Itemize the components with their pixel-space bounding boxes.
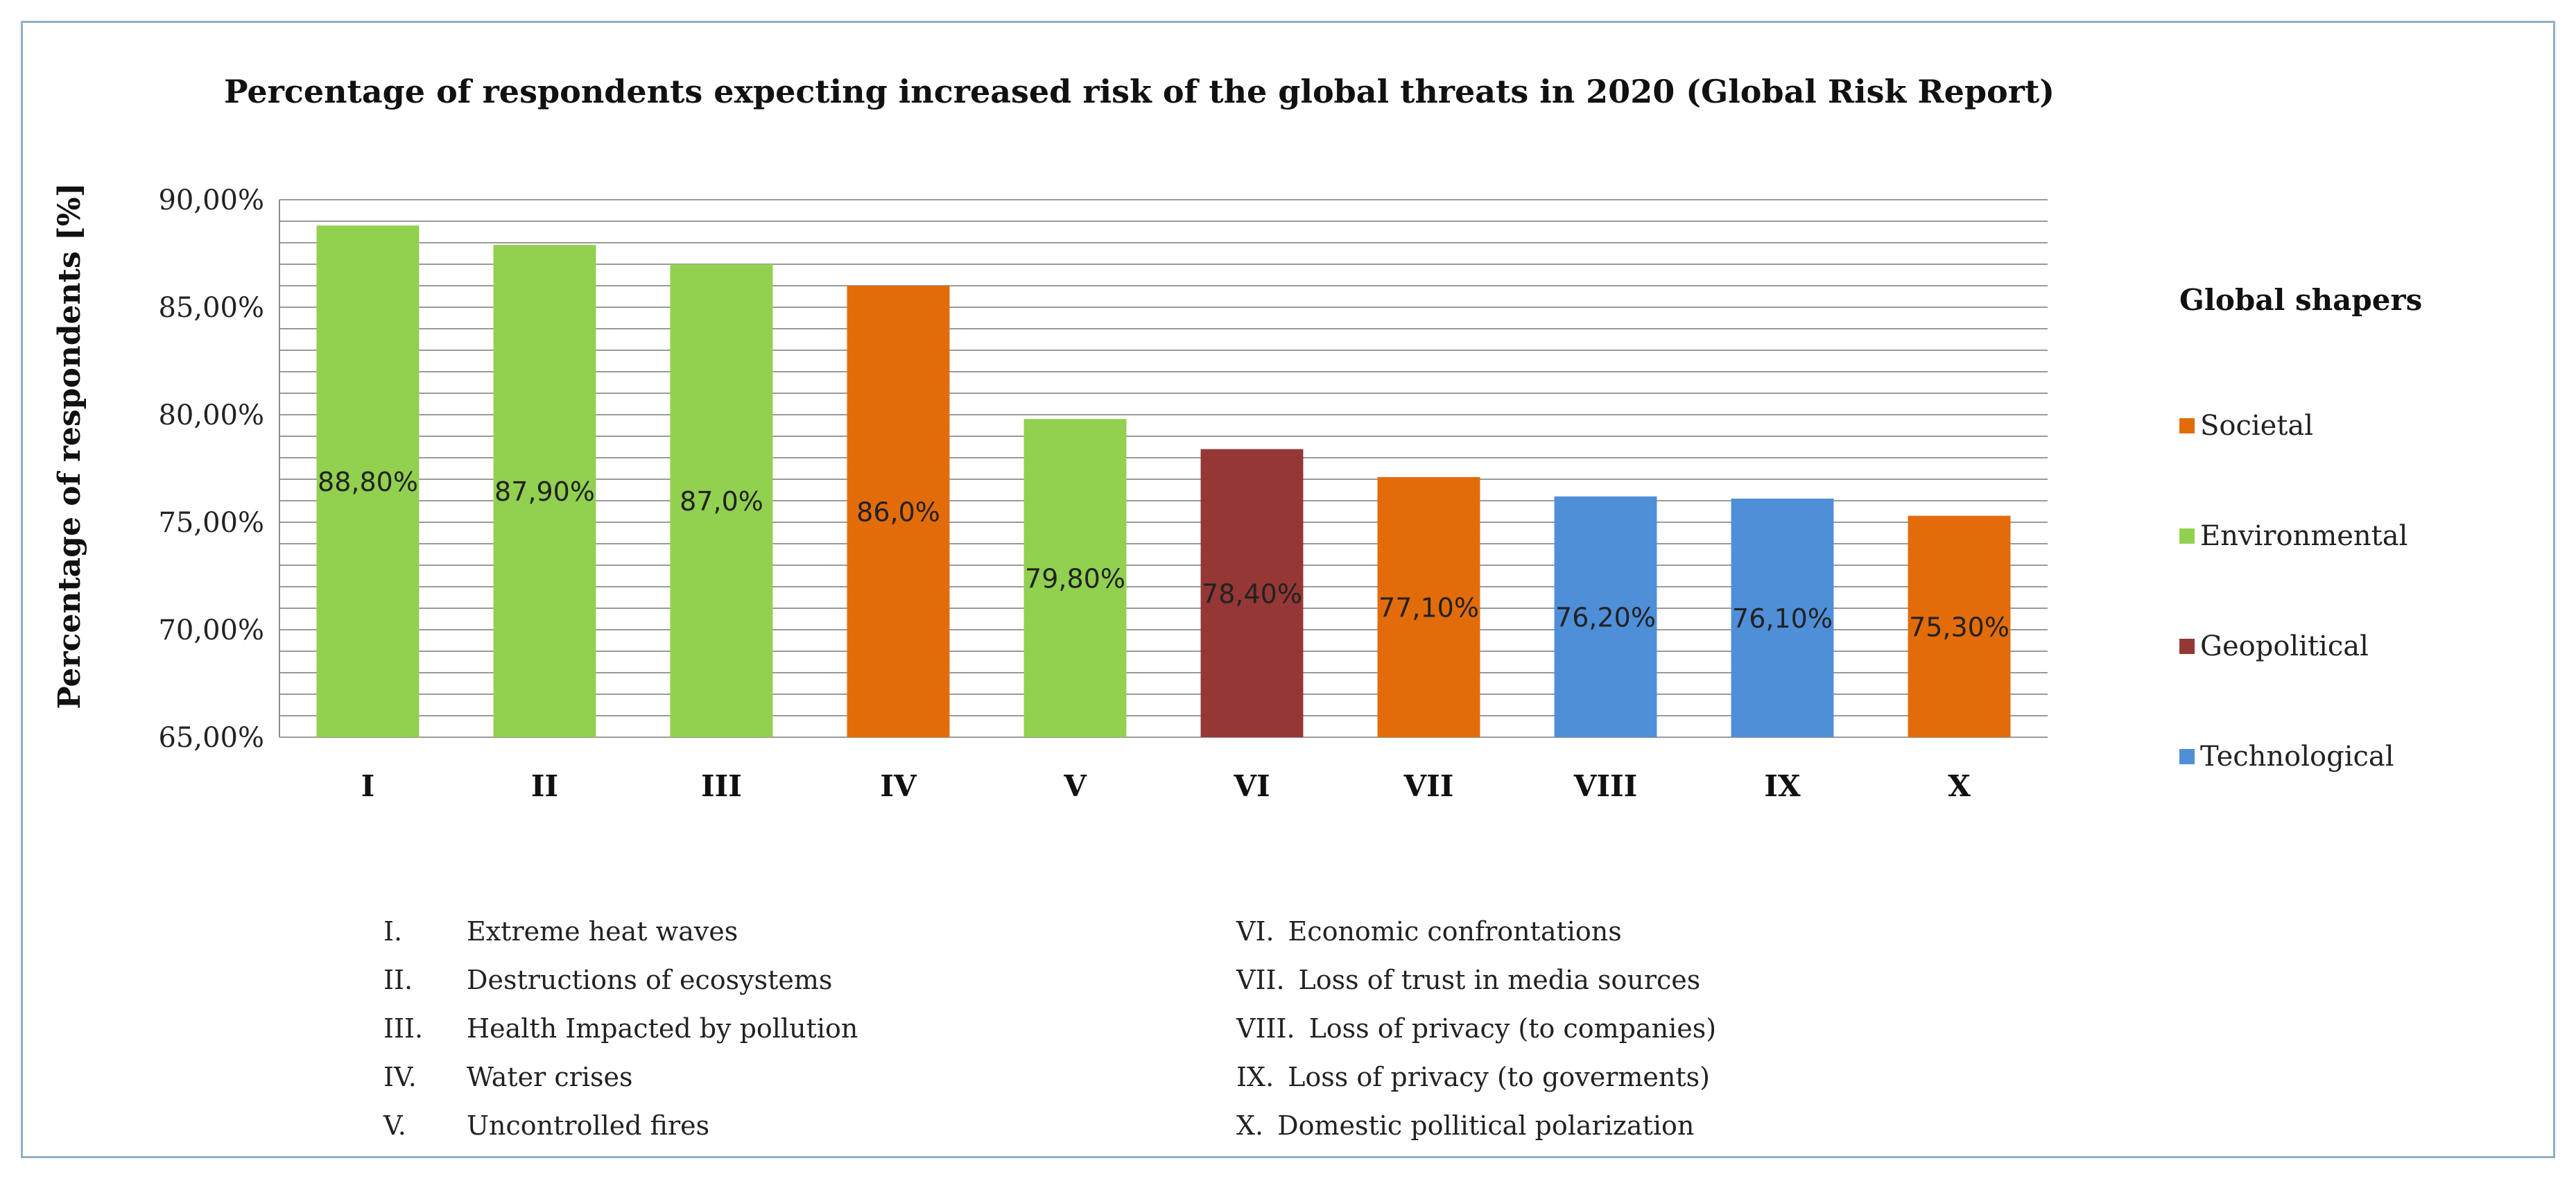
category-key-label: Loss of privacy (to companies)	[1308, 1013, 1717, 1044]
category-key-number: III.	[383, 1013, 424, 1044]
legend-items: Societal Environmental Geopolitical Technol…	[2179, 410, 2540, 773]
bar-IV	[847, 286, 950, 737]
data-label: 88,80%	[318, 467, 418, 497]
y-tick-label: 70,00%	[158, 614, 264, 646]
bar-VIII	[1554, 496, 1657, 737]
category-key-label: Economic confrontations	[1288, 916, 1622, 947]
category-key-item: IV. Water crises	[383, 1053, 1146, 1101]
legend: Global shapers Societal Environmental Geop…	[2179, 283, 2540, 773]
category-key-number: I.	[383, 916, 403, 947]
legend-item-technological: Technological	[2179, 741, 2540, 773]
category-key-label: Water crises	[467, 1062, 633, 1092]
chart-frame: Percentage of respondents expecting incr…	[21, 21, 2555, 1158]
data-label: 76,20%	[1555, 602, 1656, 632]
legend-item-societal: Societal	[2179, 410, 2540, 442]
category-key-number: VIII.	[1236, 1013, 1295, 1044]
bar-chart: Percentage of respondents expecting incr…	[52, 73, 2055, 803]
x-tick-label: VIII	[1573, 769, 1638, 803]
y-tick-label: 75,00%	[158, 507, 264, 539]
y-tick-label: 85,00%	[158, 292, 264, 324]
category-key-number: VII.	[1236, 965, 1285, 995]
legend-label: Societal	[2200, 410, 2314, 442]
bar-III	[670, 264, 773, 737]
category-key-item: VII. Loss of trust in media sources	[1236, 956, 1999, 1004]
category-key-item: III. Health Impacted by pollution	[383, 1004, 1146, 1053]
category-key-number: IX.	[1236, 1062, 1274, 1092]
category-key-label: Loss of privacy (to goverments)	[1288, 1062, 1710, 1092]
legend-swatch	[2179, 639, 2195, 654]
bar-IX	[1731, 498, 1834, 737]
x-tick-label: IV	[880, 769, 917, 803]
legend-title: Global shapers	[2179, 283, 2423, 317]
x-tick-label: III	[701, 769, 742, 803]
data-label: 79,80%	[1025, 564, 1125, 594]
category-key-item: X. Domestic pollitical polarization	[1236, 1101, 1999, 1150]
x-tick-label: VII	[1403, 769, 1454, 803]
category-key-item: VI. Economic confrontations	[1236, 907, 1999, 956]
category-key-number: V.	[383, 1110, 406, 1141]
x-tick-label: V	[1063, 769, 1087, 803]
bar-V	[1023, 419, 1127, 737]
x-tick-label: II	[531, 769, 558, 803]
data-label: 77,10%	[1378, 592, 1479, 623]
data-labels: 88,80% 87,90% 87,0% 86,0% 79,80% 78,40% 77,10%…	[318, 467, 2009, 642]
chart-title: Percentage of respondents expecting incr…	[224, 73, 2055, 110]
data-label: 76,10%	[1732, 603, 1833, 634]
category-key-label: Destructions of ecosystems	[467, 965, 833, 995]
data-label: 87,0%	[680, 486, 763, 517]
category-key-number: VI.	[1236, 916, 1274, 947]
legend-label: Technological	[2200, 741, 2394, 773]
category-key-label: Loss of trust in media sources	[1298, 965, 1701, 995]
data-label: 86,0%	[856, 497, 940, 528]
y-axis-ticks: 65,00% 70,00% 75,00% 80,00% 85,00% 90,00%	[158, 184, 264, 754]
legend-label: Environmental	[2200, 520, 2408, 552]
category-key-left-column: I. Extreme heat waves II. Destructions of e…	[383, 907, 1146, 1150]
bar-I	[316, 225, 420, 737]
legend-swatch	[2179, 749, 2195, 764]
bars	[316, 225, 2011, 738]
category-key-number: II.	[383, 965, 413, 995]
category-key-number: IV.	[383, 1062, 417, 1092]
y-tick-label: 65,00%	[158, 722, 264, 754]
category-key-item: II. Destructions of ecosystems	[383, 956, 1146, 1004]
category-key-item: V. Uncontrolled fires	[383, 1101, 1146, 1150]
legend-item-geopolitical: Geopolitical	[2179, 630, 2540, 662]
category-key-label: Health Impacted by pollution	[467, 1013, 858, 1044]
x-axis-ticks: I II III IV V VI VII VIII IX X	[361, 769, 1971, 803]
legend-swatch	[2179, 528, 2195, 544]
bar-II	[493, 245, 596, 738]
y-tick-label: 90,00%	[158, 184, 264, 216]
legend-item-environmental: Environmental	[2179, 520, 2540, 552]
bar-VI	[1200, 449, 1304, 737]
legend-swatch	[2179, 418, 2195, 433]
category-key-label: Uncontrolled fires	[467, 1110, 710, 1141]
x-tick-label: IX	[1764, 769, 1801, 803]
data-label: 78,40%	[1202, 578, 1302, 609]
category-key-item: I. Extreme heat waves	[383, 907, 1146, 956]
x-tick-label: I	[361, 769, 375, 803]
legend-label: Geopolitical	[2200, 630, 2369, 662]
bar-X	[1908, 515, 2011, 737]
category-key: I. Extreme heat waves II. Destructions of e…	[383, 907, 2117, 1171]
y-tick-label: 80,00%	[158, 399, 264, 431]
category-key-label: Extreme heat waves	[467, 916, 738, 947]
data-label: 87,90%	[494, 476, 595, 507]
category-key-item: IX. Loss of privacy (to goverments)	[1236, 1053, 1999, 1101]
data-label: 75,30%	[1909, 612, 2009, 642]
y-axis-label: Percentage of respondents [%]	[52, 182, 87, 709]
category-key-number: X.	[1236, 1110, 1264, 1141]
x-tick-label: X	[1948, 769, 1971, 803]
x-tick-label: VI	[1233, 769, 1270, 803]
category-key-label: Domestic pollitical polarization	[1277, 1110, 1695, 1141]
category-key-item: VIII. Loss of privacy (to companies)	[1236, 1004, 1999, 1053]
bar-VII	[1377, 476, 1480, 737]
category-key-right-column: VI. Economic confrontations VII. Loss of tr…	[1236, 907, 1999, 1150]
